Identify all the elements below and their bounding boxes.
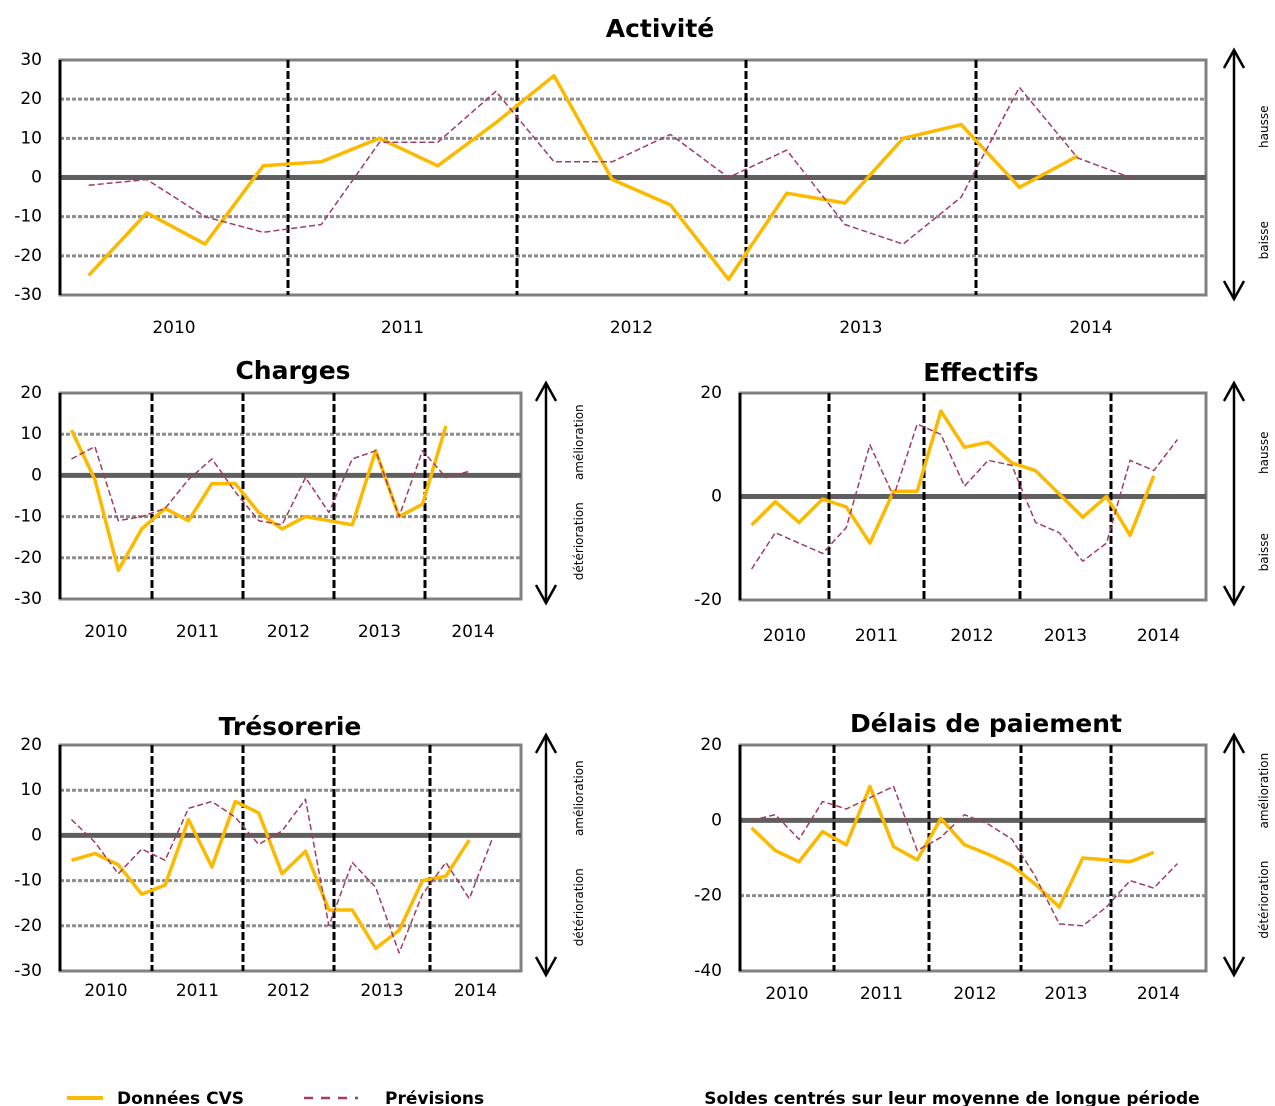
series-line-cvs bbox=[87, 73, 1079, 282]
side-label-down: détérioration bbox=[572, 868, 586, 946]
x-tick-label: 2010 bbox=[84, 622, 127, 642]
side-arrow-up-head bbox=[1222, 732, 1246, 754]
x-tick-label: 2010 bbox=[763, 626, 806, 646]
side-arrow-up-head bbox=[1222, 47, 1246, 69]
x-tick-label: 2012 bbox=[950, 626, 993, 646]
side-arrow-up-head bbox=[534, 380, 558, 402]
side-label-down: baisse bbox=[1257, 533, 1271, 571]
x-tick-label: 2014 bbox=[451, 622, 494, 642]
x-tick-label: 2013 bbox=[358, 622, 401, 642]
x-tick-label: 2012 bbox=[267, 981, 310, 1001]
side-label-down: détérioration bbox=[572, 502, 586, 580]
plot-frame bbox=[58, 743, 523, 973]
chart-5: Délais de paiement 20 0 -20 -40 2010 2011 2012 2… bbox=[694, 709, 1271, 1004]
chart-3: Effectifs 20 0 -20 2010 2011 2012 2013 2014 hauss… bbox=[694, 358, 1271, 646]
x-tick-label: 2013 bbox=[839, 318, 882, 338]
series-line-cvs bbox=[750, 784, 1155, 909]
y-tick-label: 20 bbox=[700, 383, 722, 403]
side-arrow-up-head bbox=[534, 732, 558, 754]
y-tick-label: 10 bbox=[20, 780, 42, 800]
x-tick-label: 2012 bbox=[267, 622, 310, 642]
side-arrow-up-head bbox=[1222, 380, 1246, 402]
y-tick-label: -10 bbox=[14, 871, 42, 891]
side-label-down: baisse bbox=[1257, 221, 1271, 259]
y-tick-label: 0 bbox=[711, 810, 722, 830]
y-tick-label: 20 bbox=[20, 89, 42, 109]
series-line-cvs bbox=[71, 799, 471, 951]
x-tick-label: 2013 bbox=[1044, 626, 1087, 646]
chart-title: Trésorerie bbox=[219, 712, 362, 741]
y-tick-label: -20 bbox=[14, 246, 42, 266]
y-tick-label: -40 bbox=[694, 961, 722, 981]
side-arrow-down-head bbox=[1222, 585, 1246, 607]
side-label-up: amélioration bbox=[572, 760, 586, 836]
legend-cvs-label: Données CVS bbox=[117, 1089, 244, 1106]
plot-frame bbox=[738, 743, 1208, 973]
y-tick-label: -10 bbox=[14, 207, 42, 227]
y-tick-label: 0 bbox=[31, 825, 42, 845]
side-label-up: amélioration bbox=[572, 404, 586, 480]
x-tick-label: 2011 bbox=[381, 318, 424, 338]
series-line-previsions bbox=[751, 785, 1178, 927]
side-arrow-down-head bbox=[534, 584, 558, 606]
y-tick-label: -20 bbox=[694, 886, 722, 906]
side-label-up: amélioration bbox=[1257, 753, 1271, 829]
x-tick-label: 2010 bbox=[765, 984, 808, 1004]
y-tick-label: 10 bbox=[20, 128, 42, 148]
x-tick-label: 2011 bbox=[855, 626, 898, 646]
series-line-previsions bbox=[71, 445, 470, 526]
x-tick-label: 2010 bbox=[152, 318, 195, 338]
legend-prev-label: Prévisions bbox=[385, 1089, 484, 1106]
y-tick-label: 0 bbox=[711, 487, 722, 507]
x-tick-label: 2013 bbox=[360, 981, 403, 1001]
x-tick-label: 2014 bbox=[1137, 626, 1180, 646]
side-arrow-down-head bbox=[1222, 956, 1246, 978]
plot-frame bbox=[58, 391, 523, 601]
x-tick-label: 2011 bbox=[176, 622, 219, 642]
side-label-up: hausse bbox=[1257, 106, 1271, 148]
y-tick-label: -10 bbox=[14, 507, 42, 527]
side-label-up: hausse bbox=[1257, 432, 1271, 474]
x-tick-label: 2014 bbox=[1137, 984, 1180, 1004]
y-tick-label: 20 bbox=[20, 383, 42, 403]
x-tick-label: 2014 bbox=[1069, 318, 1112, 338]
chart-title: Activité bbox=[606, 14, 714, 43]
x-tick-label: 2011 bbox=[176, 981, 219, 1001]
chart-title: Charges bbox=[235, 356, 350, 385]
y-tick-label: 0 bbox=[31, 465, 42, 485]
y-tick-label: 20 bbox=[20, 735, 42, 755]
x-tick-label: 2013 bbox=[1044, 984, 1087, 1004]
y-tick-label: 0 bbox=[31, 168, 42, 188]
y-tick-label: 30 bbox=[20, 50, 42, 70]
x-tick-label: 2010 bbox=[84, 981, 127, 1001]
x-tick-label: 2014 bbox=[454, 981, 497, 1001]
series-line-previsions bbox=[750, 423, 1178, 570]
y-tick-label: 10 bbox=[20, 424, 42, 444]
y-tick-label: 20 bbox=[700, 735, 722, 755]
side-label-down: détérioration bbox=[1257, 861, 1271, 939]
x-tick-label: 2012 bbox=[610, 318, 653, 338]
y-tick-label: -30 bbox=[14, 285, 42, 305]
y-tick-label: -30 bbox=[14, 589, 42, 609]
y-tick-label: -20 bbox=[694, 590, 722, 610]
y-tick-label: -20 bbox=[14, 916, 42, 936]
side-arrow-down-head bbox=[534, 956, 558, 978]
series-line-previsions bbox=[70, 798, 494, 954]
y-tick-label: -20 bbox=[14, 548, 42, 568]
legend-note: Soldes centrés sur leur moyenne de longu… bbox=[704, 1089, 1199, 1106]
chart-title: Effectifs bbox=[923, 358, 1038, 387]
legend: Données CVS Prévisions Soldes centrés su… bbox=[67, 1089, 1200, 1106]
side-arrow-down-head bbox=[1222, 280, 1246, 302]
x-tick-label: 2011 bbox=[860, 984, 903, 1004]
x-tick-label: 2012 bbox=[953, 984, 996, 1004]
series-line-cvs bbox=[750, 409, 1156, 545]
series-line-previsions bbox=[88, 86, 1137, 245]
chart-title: Délais de paiement bbox=[850, 709, 1122, 738]
y-tick-label: -30 bbox=[14, 961, 42, 981]
